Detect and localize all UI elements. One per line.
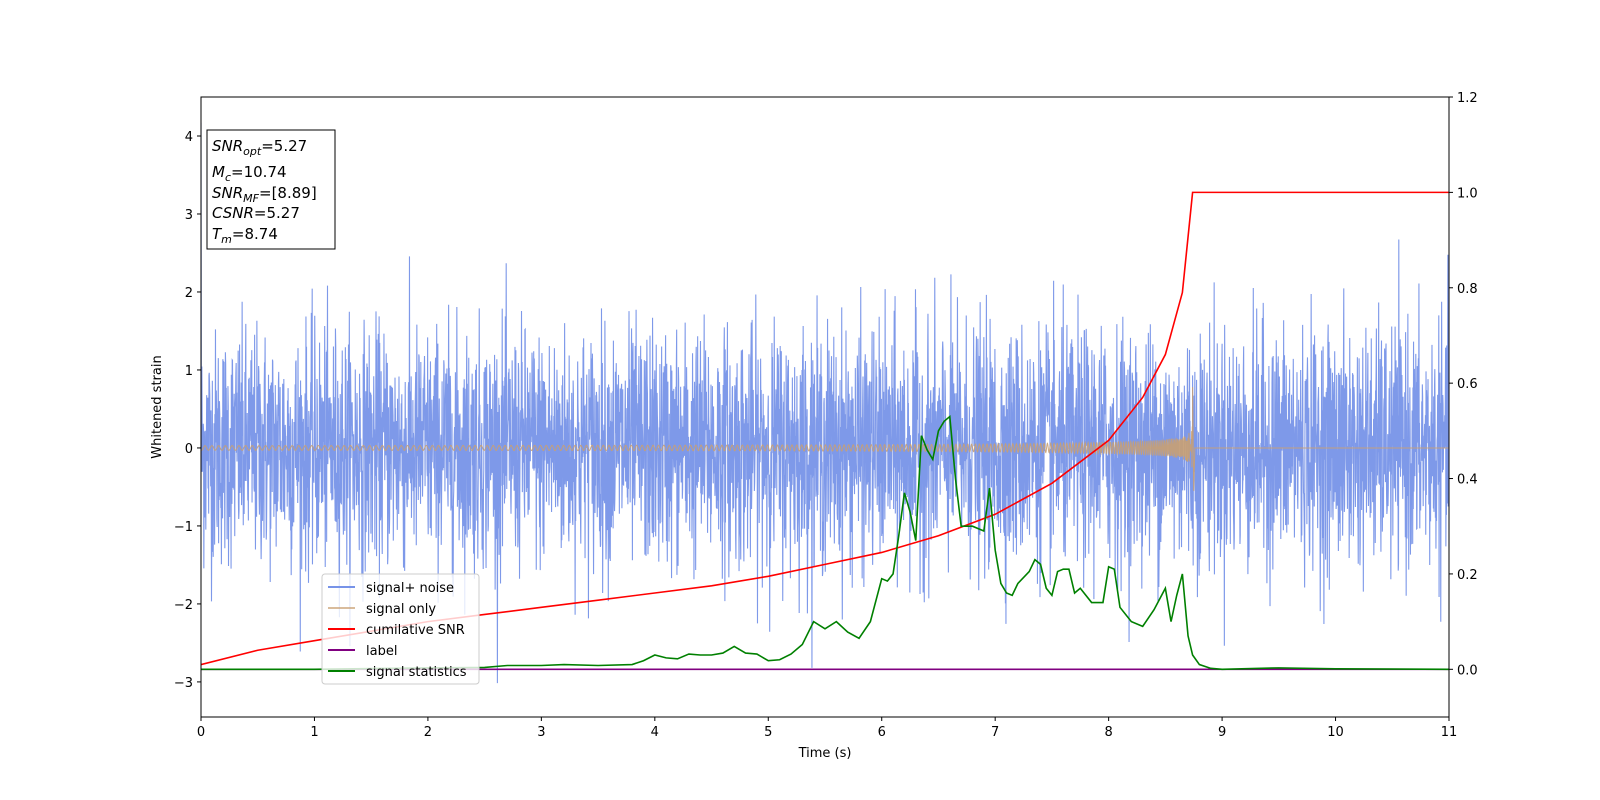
x-tick-label: 1 (310, 725, 318, 740)
info-csnr: CSNR=5.27 (212, 204, 300, 222)
series-signal-only-line (201, 387, 1449, 491)
y-tick-label: 1 (185, 364, 193, 379)
y2-tick-label: 0.2 (1457, 568, 1478, 583)
x-tick-label: 9 (1218, 725, 1226, 740)
y-axis-right: 0.0 0.2 0.4 0.6 0.8 1.0 1.2 (1449, 91, 1478, 678)
axes-frame (200, 96, 1450, 718)
x-tick-label: 8 (1104, 725, 1112, 740)
y-tick-label: 2 (185, 286, 193, 301)
legend-item-signal-only: signal only (328, 602, 436, 617)
x-tick-label: 3 (537, 725, 545, 740)
x-tick-label: 10 (1327, 725, 1344, 740)
legend-item-signal-statistics: signal statistics (328, 665, 467, 680)
x-tick-label: 5 (764, 725, 772, 740)
legend-label: cumilative SNR (366, 623, 465, 638)
info-box: SNRopt=5.27 Mc=10.74 SNRMF=[8.89] CSNR=5… (206, 129, 336, 250)
legend: signal+ noise signal only cumilative SNR la… (321, 573, 480, 685)
y-tick-label: 3 (185, 208, 193, 223)
y-axis-left: −3 −2 −1 0 1 2 3 4 (174, 130, 201, 691)
x-tick-label: 6 (878, 725, 886, 740)
y2-tick-label: 1.0 (1457, 186, 1478, 201)
y2-tick-label: 0.8 (1457, 282, 1478, 297)
legend-label: signal statistics (366, 665, 467, 680)
y-axis-label: Whitened strain (150, 355, 165, 458)
info-mc: Mc=10.74 (212, 163, 287, 184)
y-tick-label: 0 (185, 442, 193, 457)
legend-label: label (366, 644, 397, 659)
x-tick-label: 4 (651, 725, 659, 740)
legend-frame (321, 573, 480, 685)
x-tick-label: 2 (424, 725, 432, 740)
x-tick-label: 11 (1441, 725, 1458, 740)
info-tm: Tm=8.74 (212, 225, 278, 246)
legend-item-signal-noise: signal+ noise (328, 581, 454, 596)
legend-item-label: label (328, 644, 397, 659)
y2-tick-label: 1.2 (1457, 91, 1478, 106)
y-tick-label: −1 (174, 520, 193, 535)
y-tick-label: −3 (174, 676, 193, 691)
legend-item-cumulative-snr: cumilative SNR (328, 623, 465, 638)
legend-label: signal+ noise (366, 581, 454, 596)
series-signal-statistics-line (201, 414, 1449, 671)
legend-label: signal only (366, 602, 436, 617)
x-axis-label: Time (s) (798, 746, 852, 761)
info-snr-opt: SNRopt=5.27 (212, 137, 307, 158)
y-tick-label: −2 (174, 598, 193, 613)
y2-tick-label: 0.0 (1457, 663, 1478, 678)
x-tick-label: 7 (991, 725, 999, 740)
y2-tick-label: 0.4 (1457, 473, 1478, 488)
info-snr-mf: SNRMF=[8.89] (212, 184, 317, 205)
x-axis: 0 1 2 3 4 5 6 7 8 9 10 11 (197, 717, 1457, 740)
y2-tick-label: 0.6 (1457, 377, 1478, 392)
y-tick-label: 4 (185, 130, 193, 145)
x-tick-label: 0 (197, 725, 205, 740)
